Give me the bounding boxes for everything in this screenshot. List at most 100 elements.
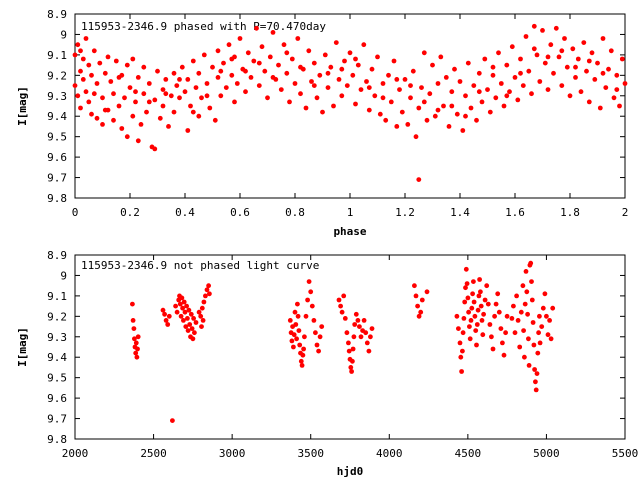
unphased-data-point xyxy=(424,289,430,295)
unphased-data-point xyxy=(132,336,137,342)
phased-data-point xyxy=(449,103,455,109)
phased-x-tick-label: 0.6 xyxy=(230,206,250,219)
phased-y-tick-label: 9 xyxy=(60,28,67,41)
phased-data-point xyxy=(432,113,438,119)
phased-data-point xyxy=(152,146,158,152)
phased-data-point xyxy=(130,56,136,62)
unphased-data-point xyxy=(526,363,532,368)
phased-y-tick-label: 8.9 xyxy=(47,8,67,21)
phased-data-point xyxy=(89,111,94,117)
unphased-data-point xyxy=(511,303,516,309)
phased-data-point xyxy=(463,113,468,119)
unphased-data-point xyxy=(316,348,321,354)
phased-data-point xyxy=(135,138,141,144)
phased-data-point xyxy=(614,72,620,78)
phased-data-point xyxy=(476,89,482,95)
phased-data-point xyxy=(298,91,303,97)
phased-data-point xyxy=(160,87,166,92)
phased-data-point xyxy=(518,56,523,62)
phased-data-point xyxy=(102,70,108,76)
phased-data-point xyxy=(416,105,422,111)
unphased-data-point xyxy=(313,330,318,336)
phased-data-point xyxy=(168,93,174,99)
phased-data-point xyxy=(410,68,416,74)
unphased-data-point xyxy=(201,299,207,305)
phased-data-point xyxy=(270,30,276,35)
phased-data-point xyxy=(75,42,81,48)
unphased-data-point xyxy=(544,313,549,319)
phased-data-point xyxy=(190,109,196,115)
phased-data-point xyxy=(289,56,295,62)
phased-data-point xyxy=(141,91,147,97)
unphased-data-point xyxy=(474,342,479,348)
unphased-data-point xyxy=(415,303,420,309)
phased-data-point xyxy=(179,64,185,70)
unphased-data-point xyxy=(301,346,306,352)
unphased-data-point xyxy=(134,354,140,360)
phased-data-point xyxy=(479,99,485,105)
unphased-data-point xyxy=(200,318,206,323)
phased-y-tick-label: 9.1 xyxy=(47,49,67,62)
unphased-data-point xyxy=(193,320,199,325)
phased-data-point xyxy=(94,115,100,121)
phased-data-point xyxy=(146,81,152,86)
phased-data-point xyxy=(256,60,262,66)
phased-data-point xyxy=(619,56,625,62)
phased-data-point xyxy=(419,85,424,90)
unphased-data-point xyxy=(300,352,306,358)
phased-data-point xyxy=(215,75,221,80)
phased-data-point xyxy=(185,77,191,82)
unphased-data-point xyxy=(467,324,472,329)
phased-data-point xyxy=(336,77,342,82)
phased-data-point xyxy=(278,87,284,92)
unphased-data-point xyxy=(484,283,490,289)
phased-data-point xyxy=(78,48,83,54)
phased-data-point xyxy=(559,48,565,54)
phased-data-point xyxy=(116,75,122,80)
phased-data-point xyxy=(364,79,369,84)
phased-data-point xyxy=(306,48,312,54)
phased-y-tick-label: 9.8 xyxy=(47,192,67,205)
unphased-data-point xyxy=(292,309,298,315)
phased-data-point xyxy=(80,77,86,82)
phased-data-point xyxy=(600,36,606,41)
phased-y-tick-label: 9.6 xyxy=(47,151,67,164)
unphased-x-tick-label: 2000 xyxy=(62,447,89,460)
phased-data-point xyxy=(171,70,177,76)
phased-data-point xyxy=(86,62,92,68)
phased-data-point xyxy=(512,75,518,80)
unphased-data-point xyxy=(198,313,204,319)
phased-y-axis-label: I[mag] xyxy=(16,86,29,126)
phased-data-point xyxy=(248,75,254,80)
phased-data-point xyxy=(311,83,317,88)
phased-data-point xyxy=(196,113,202,119)
phased-data-point xyxy=(435,107,441,113)
phased-data-point xyxy=(581,40,587,45)
phased-data-point xyxy=(284,50,290,56)
unphased-y-tick-label: 9.6 xyxy=(47,392,67,405)
unphased-data-point xyxy=(524,289,530,295)
unphased-data-point xyxy=(349,369,354,374)
phased-data-point xyxy=(245,50,251,56)
phased-data-point xyxy=(375,54,380,60)
phased-data-point xyxy=(622,81,628,86)
unphased-data-point xyxy=(469,305,475,311)
phased-data-point xyxy=(196,70,202,76)
unphased-x-tick-label: 5500 xyxy=(612,447,639,460)
unphased-data-point xyxy=(336,297,342,303)
unphased-data-point xyxy=(521,328,526,333)
phased-x-tick-label: 0 xyxy=(72,206,79,219)
unphased-data-point xyxy=(498,326,504,331)
unphased-data-point xyxy=(539,324,545,329)
phased-data-point xyxy=(254,25,259,31)
phased-data-point xyxy=(163,91,169,97)
unphased-data-point xyxy=(472,313,478,319)
phased-data-point xyxy=(89,72,94,78)
phased-data-point xyxy=(562,36,567,41)
unphased-data-point xyxy=(522,354,527,360)
phased-y-tick-label: 9.5 xyxy=(47,131,67,144)
phased-data-point xyxy=(408,95,413,101)
unphased-data-point xyxy=(461,316,467,321)
phased-data-point xyxy=(465,60,471,66)
phased-data-point xyxy=(405,122,411,127)
